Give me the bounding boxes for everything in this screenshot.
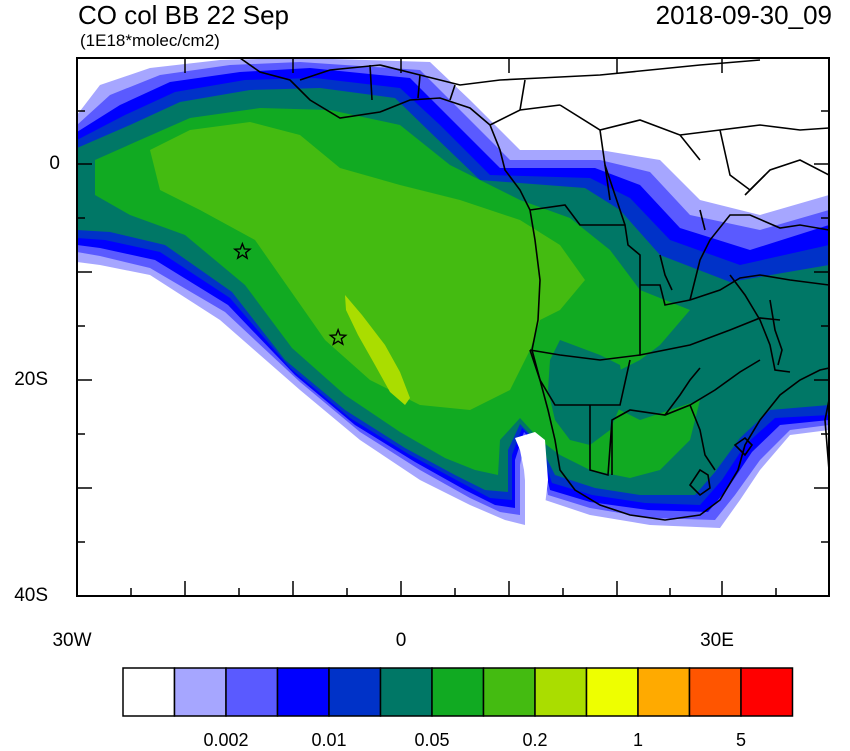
country-borders-south bbox=[529, 349, 761, 497]
colorbar-label: 0.2 bbox=[522, 730, 548, 750]
lat-label-20s: 20S bbox=[14, 369, 48, 390]
colorbar-swatch bbox=[225, 667, 279, 717]
colorbar-swatch bbox=[637, 667, 691, 717]
colorbar-label: 5 bbox=[735, 730, 746, 750]
lon-label-30w: 30W bbox=[52, 630, 92, 651]
lat-label-0: 0 bbox=[49, 153, 60, 174]
markers-layer bbox=[232, 241, 348, 346]
colorbar-swatch bbox=[431, 667, 485, 717]
map-title: CO col BB 22 Sep bbox=[78, 0, 289, 30]
plume-level-7 bbox=[150, 122, 585, 410]
units-label: (1E18*molec/cm2) bbox=[80, 31, 220, 50]
colorbar-label: 1 bbox=[632, 730, 643, 750]
coastline-layer bbox=[239, 58, 829, 521]
colorbar-swatch bbox=[122, 667, 176, 717]
plume-level-6b bbox=[548, 340, 625, 445]
timestamp-label: 2018-09-30_09 bbox=[655, 0, 832, 30]
colorbar-swatch bbox=[688, 667, 742, 717]
colorbar-swatch bbox=[276, 667, 330, 717]
lake-outlines bbox=[659, 174, 783, 366]
colorbar-swatch bbox=[534, 667, 588, 717]
country-borders-central bbox=[529, 164, 829, 373]
plume-notch bbox=[515, 432, 548, 512]
colorbar-label: 0.002 bbox=[203, 730, 249, 750]
plume-level-8 bbox=[345, 295, 410, 405]
lon-label-0: 0 bbox=[395, 630, 407, 651]
colorbar bbox=[122, 667, 794, 717]
colorbar-swatch bbox=[482, 667, 536, 717]
colorbar-swatch bbox=[585, 667, 639, 717]
colorbar-label: 0.01 bbox=[311, 730, 347, 750]
star-marker-north bbox=[232, 241, 252, 260]
colorbar-swatch bbox=[328, 667, 382, 717]
lon-label-30e: 30E bbox=[700, 630, 734, 651]
lat-label-40s: 40S bbox=[14, 585, 48, 606]
colorbar-swatch bbox=[740, 667, 794, 717]
axis-ticks bbox=[76, 57, 829, 597]
madagascar-coast bbox=[824, 399, 829, 471]
star-marker-south bbox=[328, 327, 348, 346]
colorbar-label: 0.05 bbox=[414, 730, 450, 750]
colorbar-swatch bbox=[173, 667, 227, 717]
co-plume-field bbox=[77, 58, 829, 528]
colorbar-swatch bbox=[379, 667, 433, 717]
plot-frame bbox=[76, 57, 830, 597]
